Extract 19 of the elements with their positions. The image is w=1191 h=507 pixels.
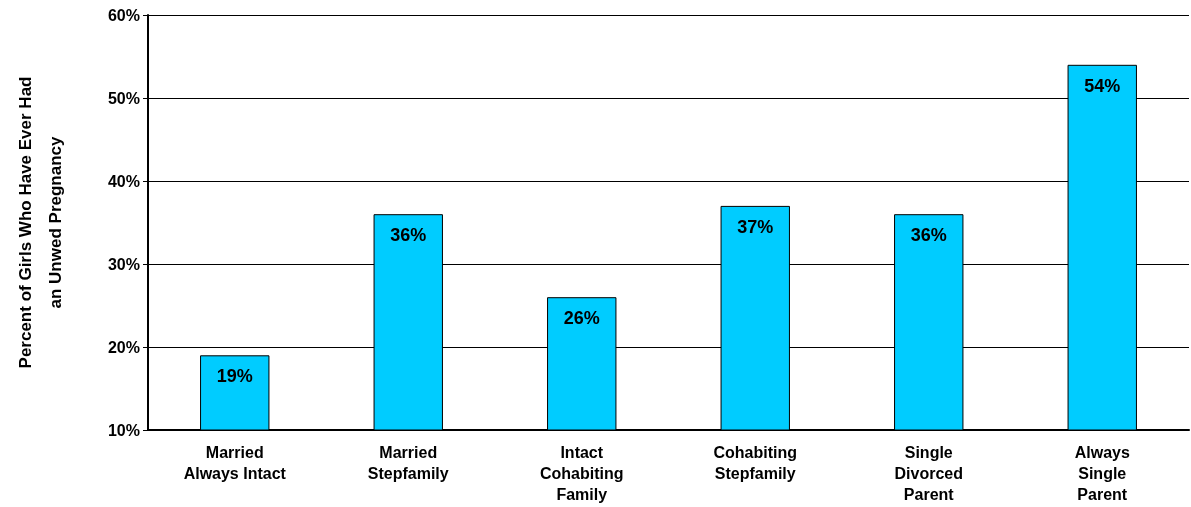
data-label: 19% bbox=[216, 366, 253, 387]
x-tick-label: Always Single Parent bbox=[1074, 444, 1130, 503]
y-tick-label: 40% bbox=[107, 172, 140, 190]
data-label: 26% bbox=[563, 308, 600, 329]
y-tick-label: 10% bbox=[107, 421, 140, 439]
y-tick-label: 20% bbox=[107, 338, 140, 356]
y-tick-label: 30% bbox=[107, 255, 140, 273]
data-label: 36% bbox=[390, 225, 427, 246]
x-tick-label: Intact Cohabiting Family bbox=[539, 444, 624, 503]
x-tick-label: Cohabiting Stepfamily bbox=[713, 444, 798, 482]
x-tick-label: Married Stepfamily bbox=[367, 444, 449, 482]
data-label: 36% bbox=[910, 225, 947, 246]
y-tick-label: 60% bbox=[107, 6, 140, 24]
x-tick-label: Married Always Intact bbox=[183, 444, 287, 482]
data-label: 54% bbox=[1084, 75, 1121, 96]
x-tick-label: Single Divorced Parent bbox=[894, 444, 963, 503]
y-tick-label: 50% bbox=[107, 89, 140, 107]
y-axis-title: Percent of Girls Who Have Ever Had an Unwed Pregnancy bbox=[15, 76, 65, 369]
data-label: 37% bbox=[737, 216, 774, 237]
